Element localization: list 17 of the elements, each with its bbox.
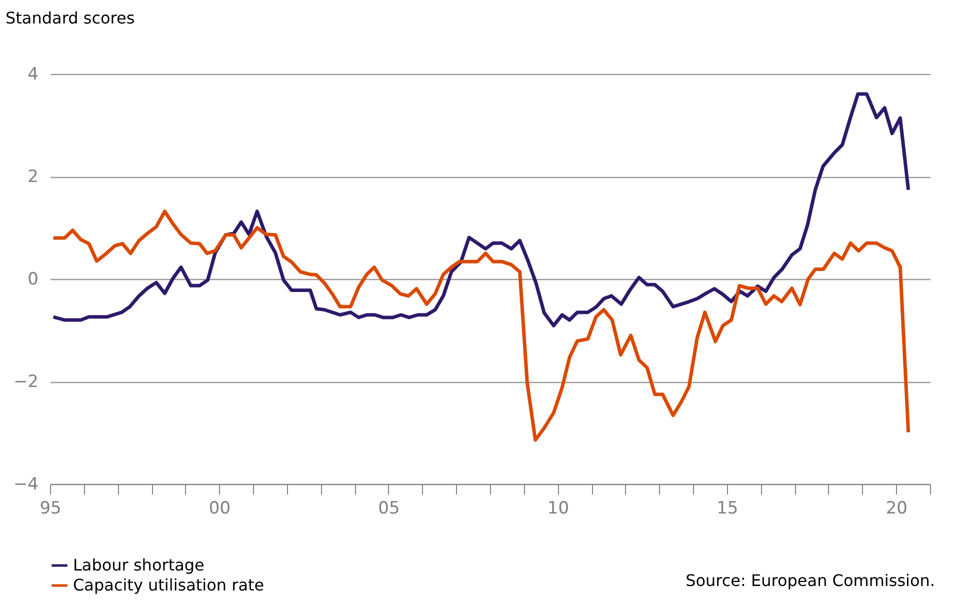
x-tick-label: 00	[208, 498, 231, 518]
legend-label: Labour shortage	[73, 556, 204, 574]
y-tick-label: −4	[13, 474, 38, 494]
x-tick-label: 95	[40, 498, 62, 518]
x-tick-label: 05	[378, 498, 400, 518]
x-tick-label: 20	[886, 498, 908, 518]
line-series	[52, 210, 910, 442]
line-series	[52, 92, 910, 328]
y-tick-label: 2	[28, 167, 38, 187]
y-axis-title: Standard scores	[6, 8, 135, 28]
x-tick-label: 15	[716, 498, 738, 518]
y-tick-label: −2	[13, 372, 38, 392]
x-tick-label: 10	[547, 498, 570, 518]
legend-label: Capacity utilisation rate	[73, 576, 264, 594]
source-note: Source: European Commission.	[686, 571, 935, 590]
y-tick-label: 0	[28, 270, 38, 290]
y-tick-label: 4	[28, 64, 38, 84]
